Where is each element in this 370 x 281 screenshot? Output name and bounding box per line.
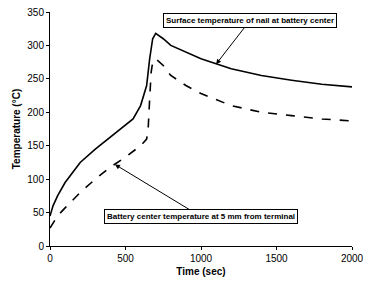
- svg-text:2000: 2000: [341, 253, 364, 264]
- svg-text:50: 50: [33, 207, 45, 218]
- svg-text:0: 0: [38, 241, 44, 252]
- svg-text:100: 100: [27, 174, 44, 185]
- svg-text:Time (sec): Time (sec): [176, 266, 225, 277]
- svg-text:350: 350: [27, 7, 44, 18]
- svg-text:Surface temperature of nail at: Surface temperature of nail at battery c…: [166, 16, 334, 25]
- svg-text:1000: 1000: [190, 253, 213, 264]
- svg-text:Battery center temperature at: Battery center temperature at 5 mm from …: [107, 212, 295, 221]
- svg-text:0: 0: [47, 253, 53, 264]
- svg-text:250: 250: [27, 73, 44, 84]
- svg-text:1500: 1500: [265, 253, 288, 264]
- svg-text:500: 500: [117, 253, 134, 264]
- svg-text:300: 300: [27, 40, 44, 51]
- svg-text:Temperature (°C): Temperature (°C): [11, 89, 22, 170]
- svg-text:200: 200: [27, 107, 44, 118]
- svg-text:150: 150: [27, 140, 44, 151]
